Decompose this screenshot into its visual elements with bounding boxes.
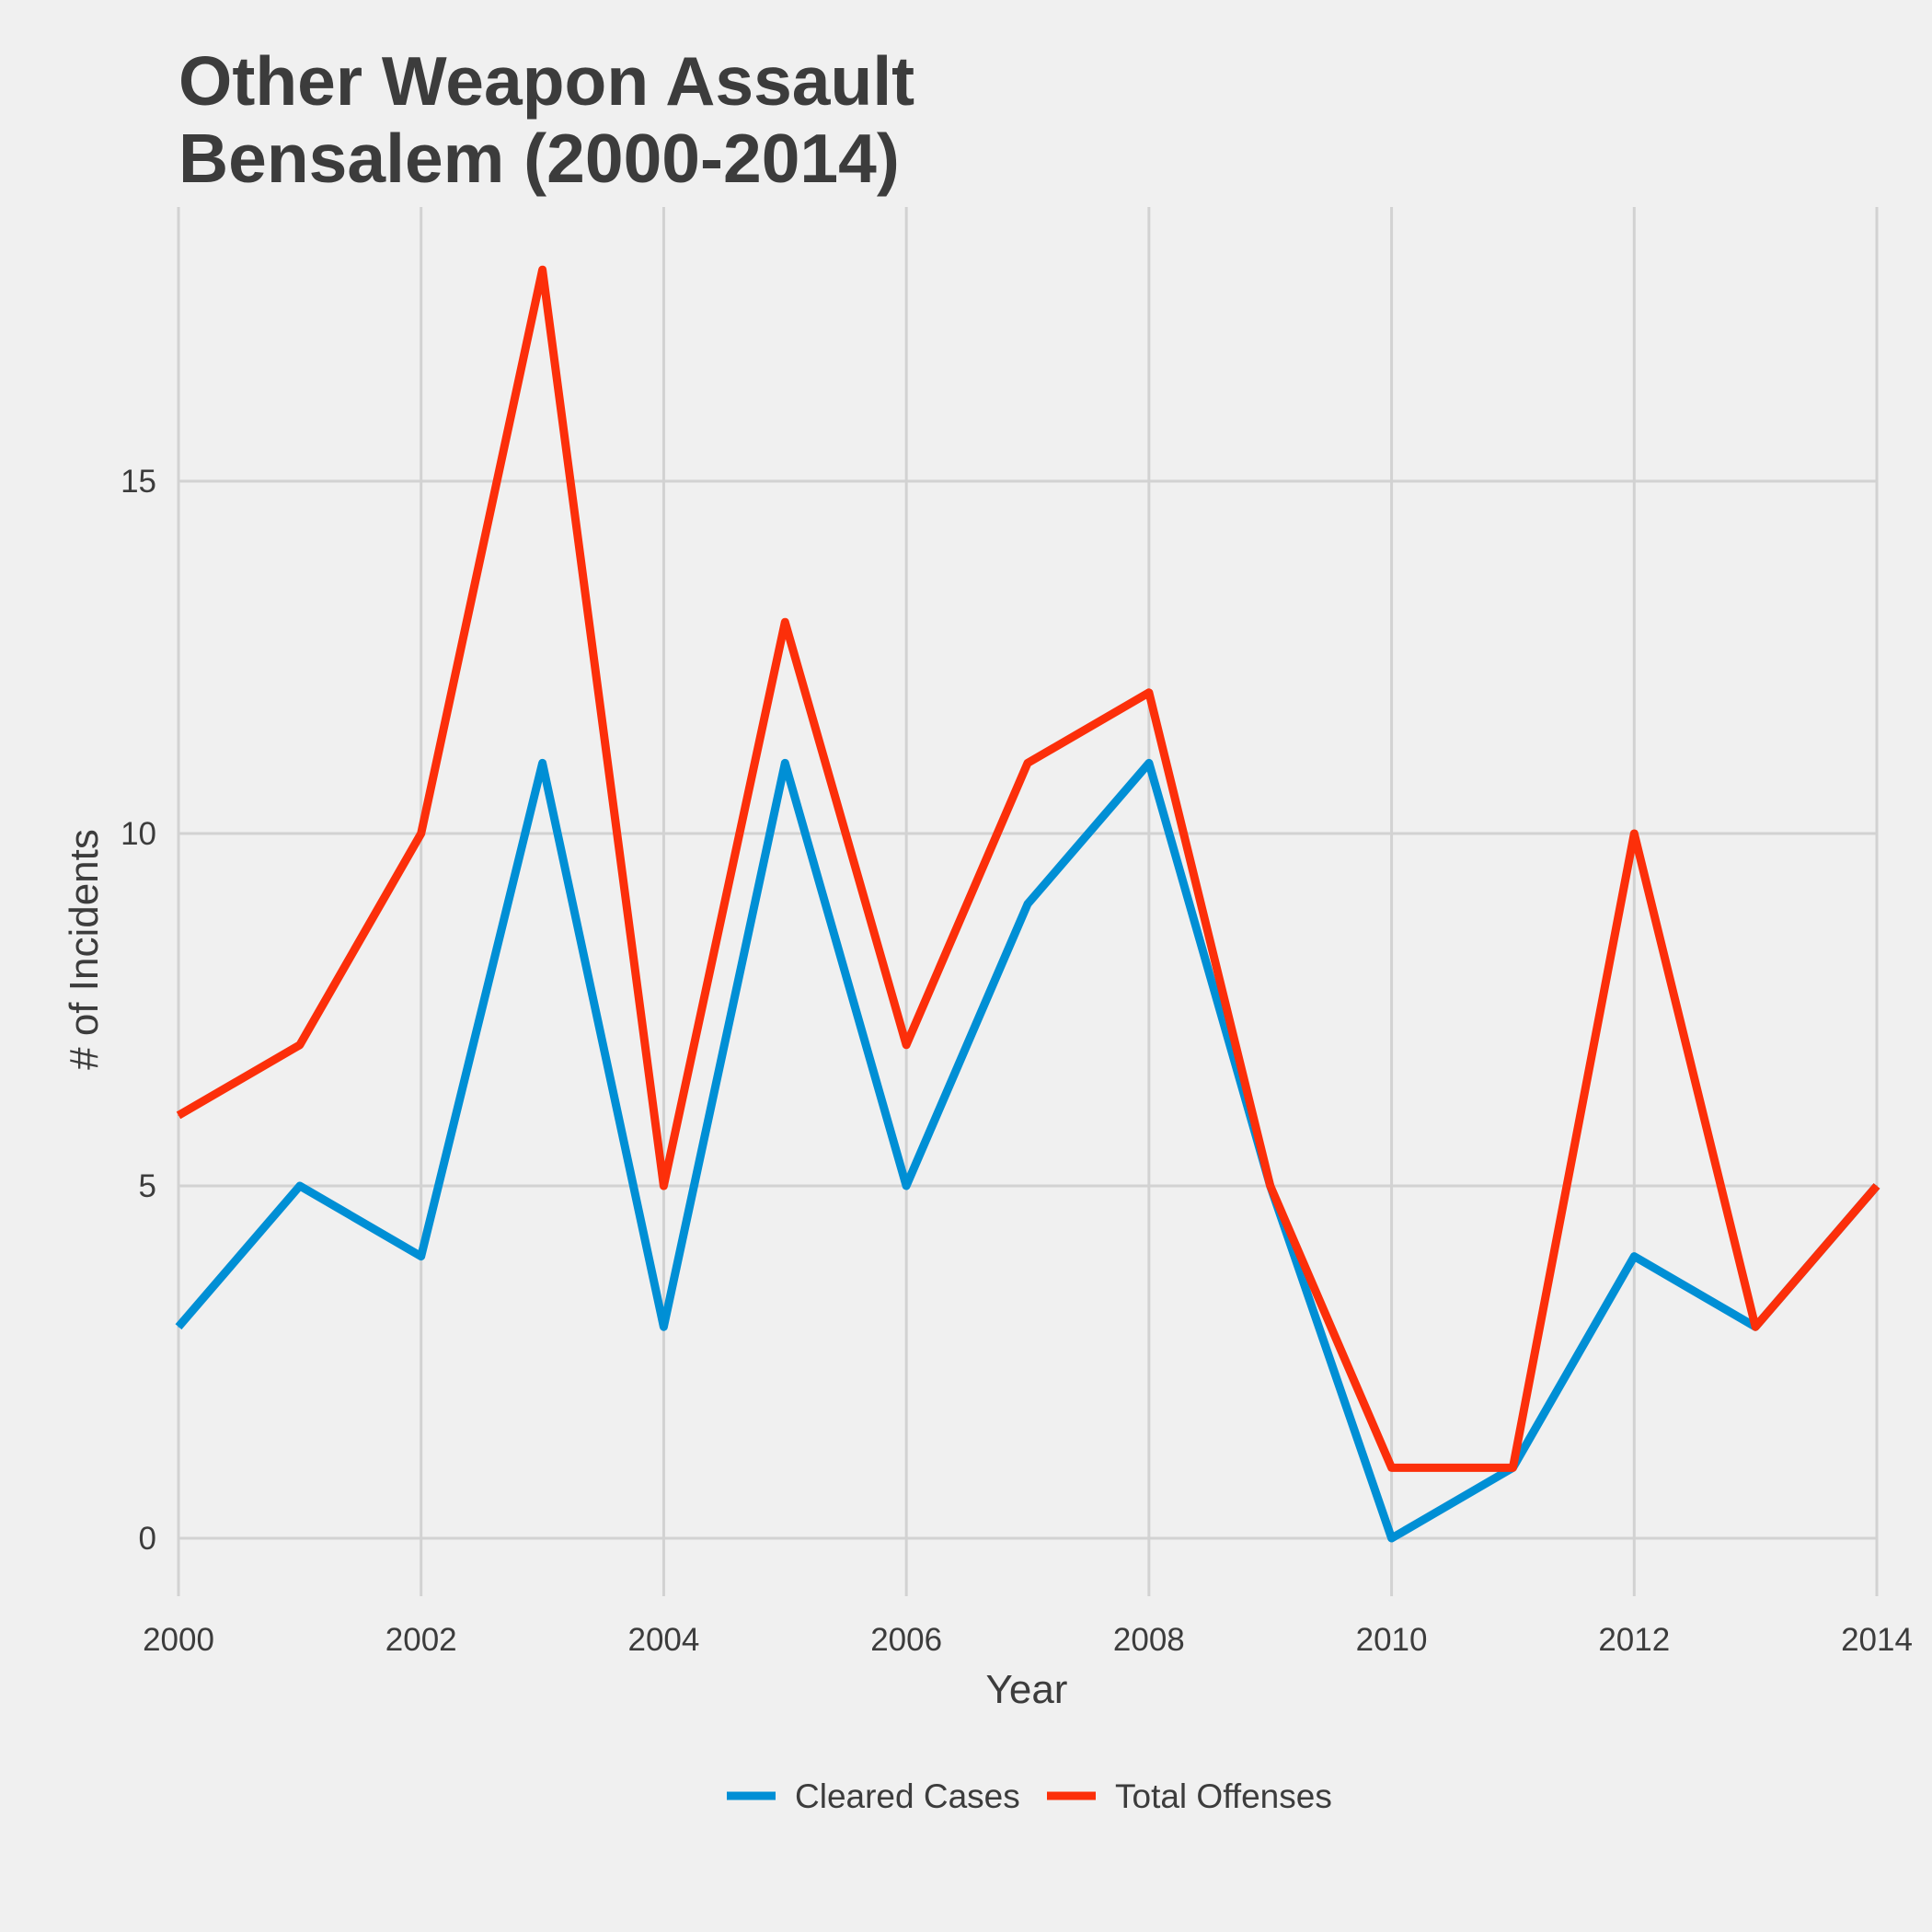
x-tick-label: 2012 xyxy=(1598,1622,1670,1658)
chart-title-line-1: Other Weapon Assault xyxy=(178,42,914,120)
chart-title-line-2: Bensalem (2000-2014) xyxy=(178,120,900,197)
data-point xyxy=(1148,762,1150,764)
y-tick-label: 15 xyxy=(121,464,156,500)
data-point xyxy=(1512,1466,1513,1468)
legend-label: Total Offenses xyxy=(1115,1777,1332,1815)
data-point xyxy=(299,1044,301,1046)
legend: Cleared Cases Total Offenses xyxy=(727,1777,1332,1815)
x-tick-label: 2002 xyxy=(385,1622,457,1658)
legend-item: Cleared Cases xyxy=(727,1777,1020,1815)
x-tick-label: 2004 xyxy=(627,1622,699,1658)
data-point xyxy=(178,1114,179,1116)
data-point xyxy=(1027,903,1029,905)
data-point xyxy=(905,1185,907,1187)
data-point xyxy=(1027,762,1029,764)
data-point xyxy=(299,1185,301,1187)
x-axis-title: Year xyxy=(986,1667,1068,1712)
data-point xyxy=(1270,1185,1271,1187)
series-lines xyxy=(175,265,1880,1543)
x-tick-label: 2014 xyxy=(1841,1622,1913,1658)
x-tick-label: 2006 xyxy=(870,1622,942,1658)
y-tick-label: 10 xyxy=(121,816,156,852)
x-tick-label: 2000 xyxy=(143,1622,214,1658)
data-point xyxy=(662,1326,664,1328)
y-tick-label: 5 xyxy=(139,1168,156,1204)
legend-item: Total Offenses xyxy=(1047,1777,1332,1815)
data-point xyxy=(420,1256,422,1258)
grid xyxy=(177,207,1879,1596)
data-point xyxy=(178,1326,179,1328)
data-point xyxy=(1876,1185,1878,1187)
y-tick-label: 0 xyxy=(139,1521,156,1557)
legend-label: Cleared Cases xyxy=(795,1777,1020,1815)
data-point xyxy=(1391,1537,1393,1539)
x-tick-label: 2008 xyxy=(1113,1622,1185,1658)
data-point xyxy=(1633,1256,1635,1258)
y-axis-ticks: 0 5 10 15 xyxy=(121,464,156,1557)
y-axis-title: # of Incidents xyxy=(62,829,107,1070)
data-point xyxy=(784,621,786,623)
data-point xyxy=(1148,692,1150,694)
data-point xyxy=(784,762,786,764)
x-axis-ticks: 2000 2002 2004 2006 2008 2010 2012 2014 xyxy=(143,1622,1913,1658)
data-point xyxy=(1754,1326,1756,1328)
data-point xyxy=(542,762,544,764)
x-tick-label: 2010 xyxy=(1356,1622,1428,1658)
data-point xyxy=(662,1185,664,1187)
data-point xyxy=(905,1044,907,1046)
data-point xyxy=(1391,1466,1393,1468)
